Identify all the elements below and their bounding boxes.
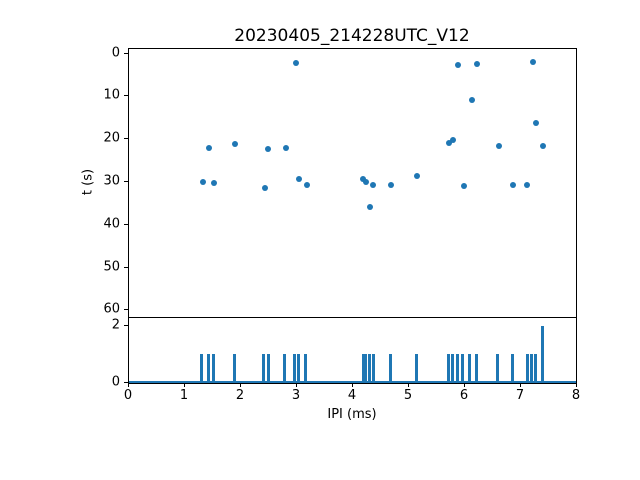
histogram-bar	[495, 354, 499, 384]
x-tick-label: 4	[347, 388, 357, 403]
scatter-point	[262, 185, 269, 192]
scatter-point	[388, 182, 395, 189]
histogram-bar	[414, 354, 418, 384]
x-tick-mark	[184, 383, 185, 387]
histogram-baseline	[129, 381, 576, 383]
y-tick-mark	[124, 52, 128, 54]
histogram-bar	[456, 354, 460, 384]
scatter-point	[449, 137, 456, 144]
scatter-point	[510, 181, 517, 188]
x-tick-mark	[576, 383, 577, 387]
x-tick-label: 3	[291, 388, 301, 403]
y-tick-mark	[124, 138, 128, 140]
scatter-point	[533, 120, 540, 126]
scatter-point	[413, 173, 420, 180]
y-tick-label: 30	[103, 173, 120, 189]
x-tick-mark	[240, 383, 241, 387]
y-tick-label: 0	[111, 45, 120, 61]
x-tick-mark	[408, 383, 409, 387]
histogram-bar	[283, 354, 287, 384]
histogram-bar	[262, 354, 266, 384]
histogram-bar	[207, 354, 211, 384]
histogram-bar	[296, 354, 300, 384]
histogram-bar	[232, 354, 236, 384]
y2-tick-mark	[124, 382, 128, 384]
y2-tick-label: 2	[111, 317, 120, 332]
histogram-bar	[200, 354, 204, 384]
y-tick-mark	[124, 266, 128, 268]
histogram-bar	[525, 354, 529, 384]
x-tick-mark	[520, 383, 521, 387]
histogram-bar	[446, 354, 450, 384]
histogram-bar	[510, 354, 514, 384]
histogram-bar	[364, 354, 368, 384]
scatter-point	[468, 97, 475, 104]
scatter-point	[454, 61, 461, 68]
x-tick-label: 0	[123, 388, 133, 403]
y-tick-label: 60	[103, 301, 120, 317]
histogram-axes	[128, 317, 577, 384]
x-tick-mark	[352, 383, 353, 387]
y-tick-label: 10	[103, 87, 120, 103]
histogram-bar	[293, 354, 297, 384]
y-tick-label: 20	[103, 130, 120, 146]
histogram-bar	[451, 354, 455, 384]
histogram-bar	[467, 354, 471, 384]
y-tick-mark	[124, 181, 128, 183]
x-tick-mark	[296, 383, 297, 387]
x-tick-label: 1	[179, 388, 189, 403]
y-tick-label: 50	[103, 259, 120, 275]
histogram-bar	[368, 354, 372, 384]
y-tick-label: 40	[103, 216, 120, 232]
histogram-bar	[475, 354, 479, 384]
scatter-point	[460, 182, 467, 189]
x-tick-label: 5	[403, 388, 413, 403]
y-tick-mark	[124, 309, 128, 311]
scatter-point	[265, 146, 272, 153]
x-tick-label: 2	[235, 388, 245, 403]
scatter-point	[445, 140, 452, 147]
scatter-point	[206, 144, 213, 151]
x-tick-label: 7	[515, 388, 525, 403]
histogram-bar	[211, 354, 215, 384]
histogram-bar	[361, 354, 365, 384]
y-tick-mark	[124, 223, 128, 225]
y2-tick-mark	[124, 324, 128, 326]
histogram-bar	[266, 354, 270, 384]
chart-title: 20230405_214228UTC_V12	[234, 26, 470, 46]
scatter-point	[473, 60, 480, 67]
scatter-point	[362, 179, 369, 186]
scatter-point	[292, 60, 299, 67]
scatter-point	[529, 58, 536, 65]
scatter-point	[366, 203, 373, 210]
histogram-bar	[371, 354, 375, 384]
scatter-axes	[128, 48, 577, 318]
histogram-bar	[461, 354, 465, 384]
y-axis-label: t (s)	[80, 168, 96, 196]
scatter-point	[303, 182, 310, 189]
y2-tick-label: 0	[111, 374, 120, 390]
x-tick-mark	[464, 383, 465, 387]
scatter-point	[199, 179, 206, 186]
x-tick-label: 8	[571, 388, 581, 403]
scatter-point	[370, 182, 377, 189]
scatter-point	[524, 181, 531, 188]
scatter-point	[232, 140, 239, 147]
x-tick-label: 6	[459, 388, 469, 403]
x-tick-mark	[128, 383, 129, 387]
scatter-point	[210, 179, 217, 186]
scatter-point	[282, 144, 289, 151]
scatter-point	[495, 143, 502, 150]
histogram-bar	[389, 354, 393, 384]
scatter-point	[539, 143, 546, 150]
histogram-bar	[530, 354, 534, 384]
scatter-point	[295, 176, 302, 183]
histogram-bar	[303, 354, 307, 384]
x-axis-label: IPI (ms)	[327, 407, 377, 422]
y-tick-mark	[124, 95, 128, 97]
histogram-bar	[533, 354, 537, 384]
histogram-bar	[540, 325, 544, 384]
